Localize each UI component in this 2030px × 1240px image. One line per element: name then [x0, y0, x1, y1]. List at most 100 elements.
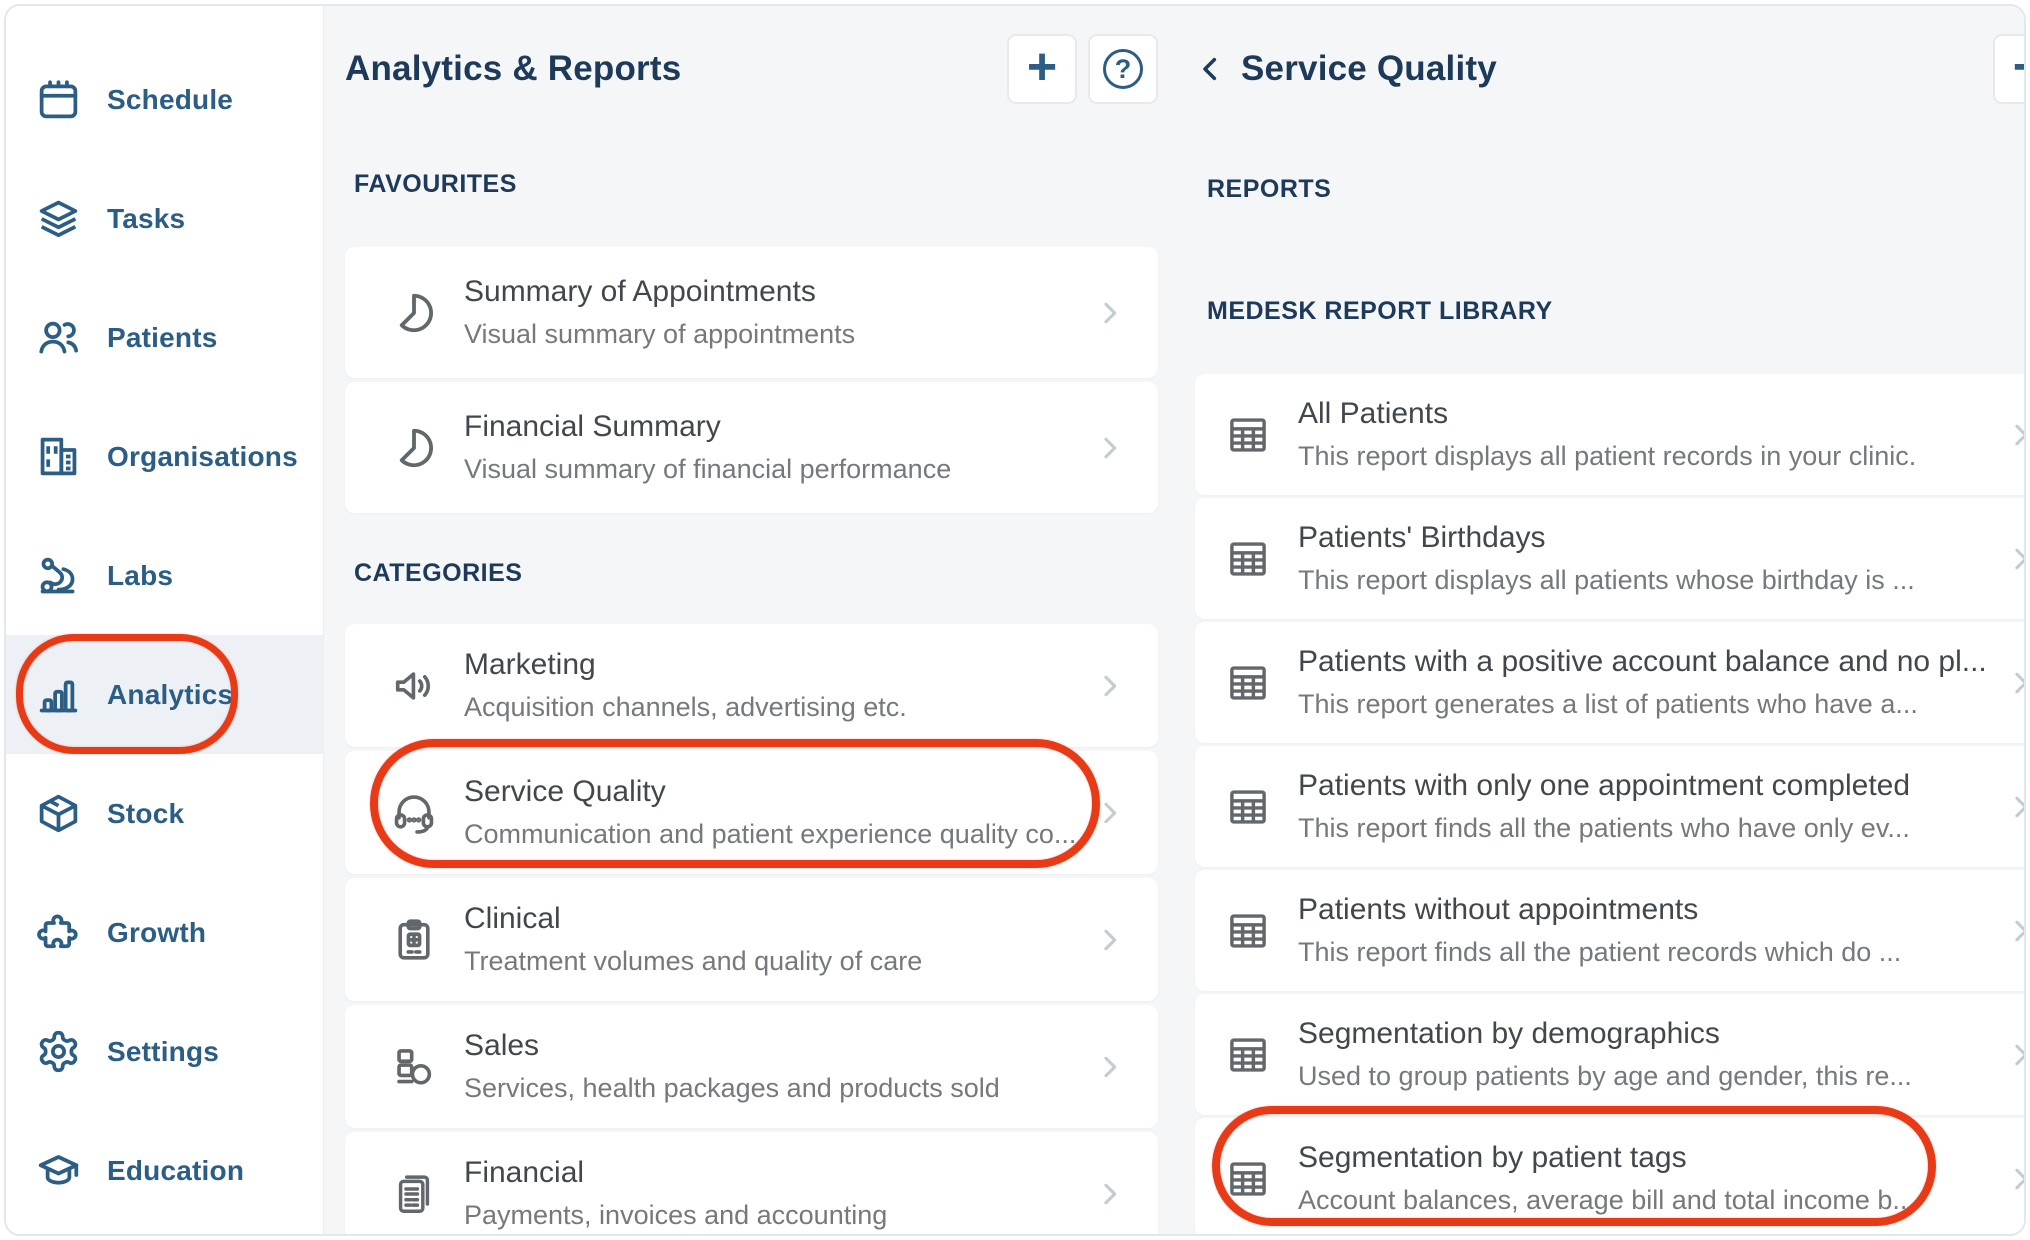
- calendar-icon: [36, 77, 81, 122]
- pie-chart-icon: [391, 290, 437, 336]
- reports-section-label: REPORTS: [1207, 175, 1332, 203]
- report-positive-account-balance[interactable]: Patients with a positive account balance…: [1195, 622, 2024, 743]
- item-title: Financial Summary: [464, 410, 721, 443]
- sidebar-item-label: Education: [107, 1154, 245, 1186]
- category-financial[interactable]: Financial Payments, invoices and account…: [345, 1132, 1158, 1234]
- item-subtitle: Treatment volumes and quality of care: [464, 946, 923, 976]
- sidebar-item-analytics[interactable]: Analytics: [6, 635, 323, 754]
- report-title: Patients without appointments: [1298, 893, 1699, 926]
- item-title: Marketing: [464, 648, 596, 681]
- chevron-right-icon: [2007, 1041, 2024, 1069]
- table-icon: [1225, 784, 1271, 830]
- table-icon: [1225, 412, 1271, 458]
- users-icon: [36, 315, 81, 360]
- report-title: Patients' Birthdays: [1298, 521, 1546, 554]
- help-button[interactable]: ?: [1088, 34, 1158, 104]
- sidebar-item-label: Tasks: [107, 202, 186, 234]
- report-all-patients[interactable]: All Patients This report displays all pa…: [1195, 374, 2024, 495]
- favourite-financial-summary[interactable]: Financial Summary Visual summary of fina…: [345, 382, 1158, 513]
- microscope-icon: [36, 553, 81, 598]
- sidebar-item-tasks[interactable]: Tasks: [6, 159, 323, 278]
- report-patients-birthdays[interactable]: Patients' Birthdays This report displays…: [1195, 498, 2024, 619]
- chevron-right-icon: [1096, 1053, 1124, 1081]
- chevron-right-icon: [2007, 793, 2024, 821]
- analytics-reports-panel: Analytics & Reports + ? FAVOURITES Summa…: [324, 6, 1185, 1234]
- item-subtitle: Visual summary of financial performance: [464, 454, 952, 484]
- item-subtitle: Services, health packages and products s…: [464, 1073, 1000, 1103]
- pie-chart-icon: [391, 425, 437, 471]
- report-subtitle: Account balances, average bill and total…: [1298, 1185, 1915, 1215]
- chevron-right-icon: [2007, 421, 2024, 449]
- sidebar-item-label: Growth: [107, 916, 207, 948]
- sidebar-item-patients[interactable]: Patients: [6, 278, 323, 397]
- layers-icon: [36, 196, 81, 241]
- chevron-right-icon: [1096, 672, 1124, 700]
- megaphone-icon: [391, 663, 437, 709]
- favourites-list: Summary of Appointments Visual summary o…: [345, 247, 1158, 513]
- headset-icon: [391, 790, 437, 836]
- sidebar-item-organisations[interactable]: Organisations: [6, 397, 323, 516]
- chevron-right-icon: [2007, 669, 2024, 697]
- report-title: Segmentation by demographics: [1298, 1017, 1720, 1050]
- page-title: Service Quality: [1241, 49, 1497, 88]
- plus-icon: +: [2013, 41, 2024, 93]
- sidebar-item-label: Schedule: [107, 83, 234, 115]
- sidebar-item-label: Stock: [107, 797, 185, 829]
- table-icon: [1225, 908, 1271, 954]
- category-service-quality[interactable]: Service Quality Communication and patien…: [345, 751, 1158, 874]
- report-segmentation-by-patient-tags[interactable]: Segmentation by patient tags Account bal…: [1195, 1118, 2024, 1234]
- invoice-icon: [391, 1171, 437, 1217]
- report-title: Segmentation by patient tags: [1298, 1141, 1687, 1174]
- puzzle-icon: [36, 910, 81, 955]
- category-marketing[interactable]: Marketing Acquisition channels, advertis…: [345, 624, 1158, 747]
- item-subtitle: Visual summary of appointments: [464, 319, 856, 349]
- report-only-one-appointment[interactable]: Patients with only one appointment compl…: [1195, 746, 2024, 867]
- item-subtitle: Payments, invoices and accounting: [464, 1200, 888, 1230]
- plus-icon: +: [1026, 38, 1058, 96]
- sidebar-item-growth[interactable]: Growth: [6, 873, 323, 992]
- chevron-right-icon: [1096, 434, 1124, 462]
- item-subtitle: Acquisition channels, advertising etc.: [464, 692, 907, 722]
- sidebar-item-labs[interactable]: Labs: [6, 516, 323, 635]
- service-quality-panel: Service Quality + REPORTS MEDESK REPORT …: [1185, 6, 2024, 1234]
- report-title: Patients with only one appointment compl…: [1298, 769, 1911, 802]
- table-icon: [1225, 536, 1271, 582]
- favourite-summary-of-appointments[interactable]: Summary of Appointments Visual summary o…: [345, 247, 1158, 378]
- item-title: Summary of Appointments: [464, 275, 816, 308]
- sidebar-item-education[interactable]: Education: [6, 1111, 323, 1230]
- sidebar-item-label: Organisations: [107, 440, 298, 472]
- categories-list: Marketing Acquisition channels, advertis…: [345, 624, 1158, 1234]
- category-clinical[interactable]: Clinical Treatment volumes and quality o…: [345, 878, 1158, 1001]
- sidebar-item-schedule[interactable]: Schedule: [6, 40, 323, 159]
- report-subtitle: This report displays all patients whose …: [1298, 565, 1915, 595]
- add-report-button[interactable]: +: [1992, 34, 2024, 104]
- box-icon: [36, 791, 81, 836]
- page-title: Analytics & Reports: [345, 49, 682, 88]
- chevron-left-icon[interactable]: [1195, 50, 1225, 88]
- report-title: All Patients: [1298, 397, 1449, 430]
- chevron-right-icon: [2007, 917, 2024, 945]
- chevron-right-icon: [1096, 299, 1124, 327]
- item-title: Clinical: [464, 902, 561, 935]
- sidebar-item-label: Patients: [107, 321, 218, 353]
- report-segmentation-by-demographics[interactable]: Segmentation by demographics Used to gro…: [1195, 994, 2024, 1115]
- item-subtitle: Communication and patient experience qua…: [464, 819, 1076, 849]
- sidebar-item-stock[interactable]: Stock: [6, 754, 323, 873]
- add-report-button[interactable]: +: [1007, 34, 1077, 104]
- sidebar-item-settings[interactable]: Settings: [6, 992, 323, 1111]
- building-icon: [36, 434, 81, 479]
- sidebar-item-label: Analytics: [107, 678, 234, 710]
- item-title: Service Quality: [464, 775, 666, 808]
- chevron-right-icon: [1096, 1180, 1124, 1208]
- report-library-list: All Patients This report displays all pa…: [1195, 374, 2024, 1234]
- report-patients-without-appointments[interactable]: Patients without appointments This repor…: [1195, 870, 2024, 991]
- report-subtitle: This report finds all the patient record…: [1298, 937, 1902, 967]
- products-icon: [391, 1044, 437, 1090]
- report-subtitle: This report generates a list of patients…: [1298, 689, 1918, 719]
- medesk-report-library-label: MEDESK REPORT LIBRARY: [1207, 297, 1553, 325]
- bar-chart-icon: [36, 672, 81, 717]
- chevron-right-icon: [2007, 1165, 2024, 1193]
- category-sales[interactable]: Sales Services, health packages and prod…: [345, 1005, 1158, 1128]
- chevron-right-icon: [2007, 545, 2024, 573]
- table-icon: [1225, 660, 1271, 706]
